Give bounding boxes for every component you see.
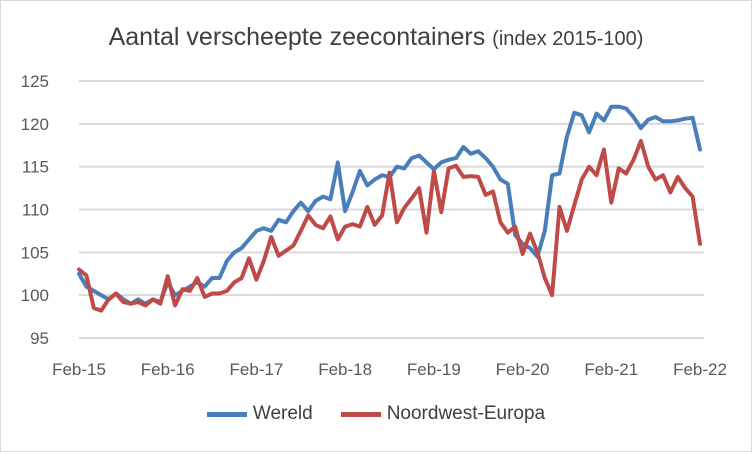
y-tick-label: 110 <box>22 201 49 220</box>
legend-swatch <box>206 411 247 417</box>
legend-item-wereld: Wereld <box>206 403 313 425</box>
x-tick-label: Feb-19 <box>407 360 461 379</box>
legend: Wereld Noordwest-Europa <box>1 403 751 425</box>
legend-label: Noordwest-Europa <box>386 403 546 424</box>
x-tick-label: Feb-17 <box>229 360 283 379</box>
legend-label: Wereld <box>252 403 313 424</box>
y-tick-label: 115 <box>22 158 49 177</box>
series-line-wereld <box>77 104 702 306</box>
x-tick-label: Feb-16 <box>141 360 195 379</box>
x-tick-label: Feb-15 <box>52 360 106 379</box>
y-tick-label: 105 <box>21 243 49 262</box>
legend-swatch <box>340 411 381 417</box>
x-tick-label: Feb-20 <box>496 360 550 379</box>
chart-title: Aantal verscheepte zeecontainers (index … <box>1 23 751 52</box>
x-tick-label: Feb-21 <box>584 360 638 379</box>
title-main: Aantal verscheepte zeecontainers <box>108 23 486 51</box>
y-tick-label: 95 <box>30 329 49 348</box>
x-tick-label: Feb-22 <box>673 360 727 379</box>
y-tick-label: 100 <box>21 286 49 305</box>
series-line-noordwest-europa <box>77 139 702 313</box>
y-tick-label: 125 <box>21 72 49 91</box>
x-tick-label: Feb-18 <box>318 360 372 379</box>
y-tick-label: 120 <box>21 115 49 134</box>
title-subtitle: (index 2015-100) <box>492 28 644 50</box>
legend-item-noordwest-europa: Noordwest-Europa <box>340 403 546 425</box>
